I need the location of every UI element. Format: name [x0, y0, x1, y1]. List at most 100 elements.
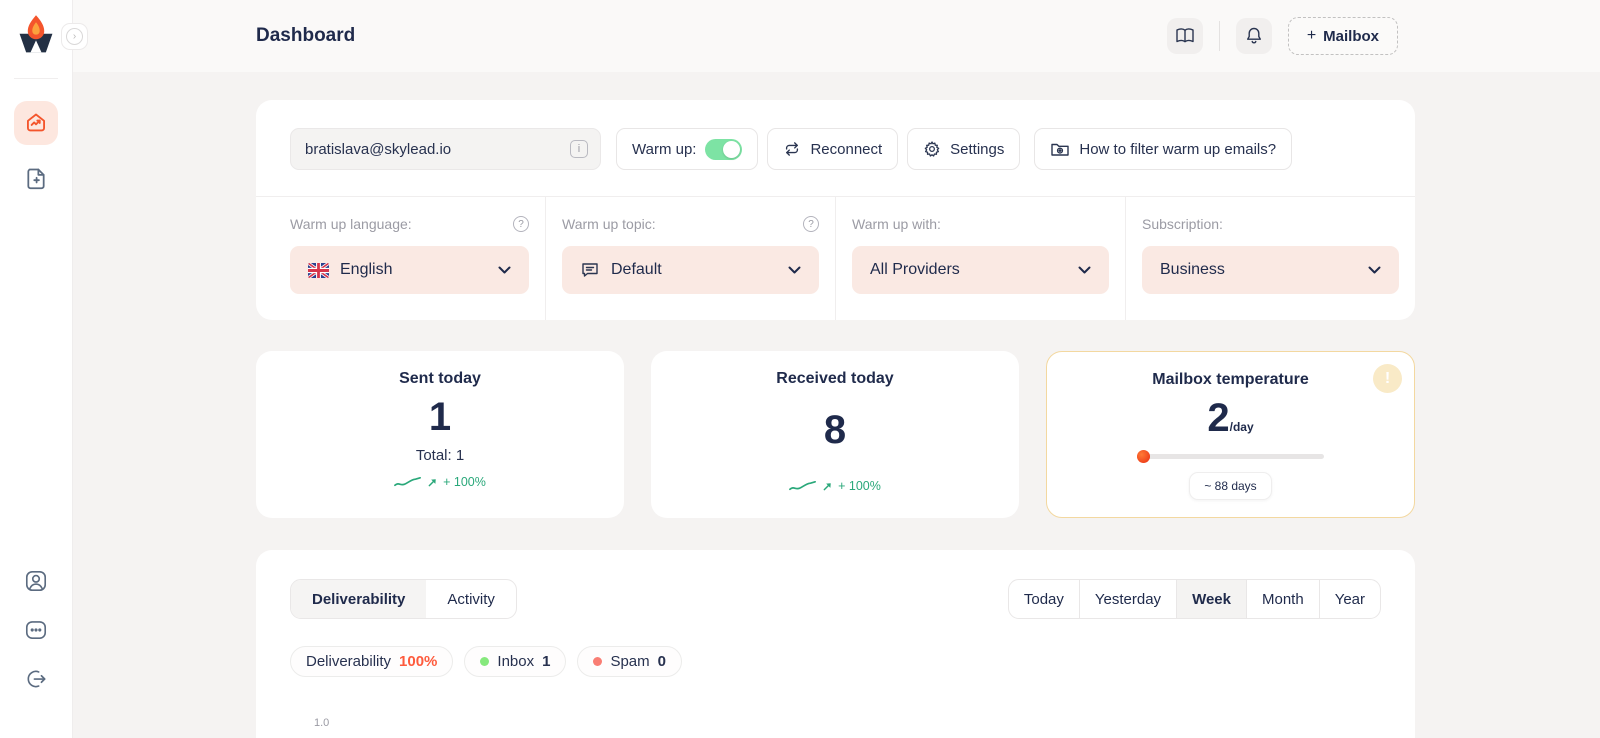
trend-arrow-icon	[428, 478, 437, 487]
sidebar-divider	[14, 78, 58, 79]
analytics-card: Deliverability Activity Today Yesterday …	[256, 550, 1415, 738]
subscription-value: Business	[1160, 261, 1225, 278]
chevron-down-icon	[498, 266, 511, 274]
mailbox-email-field[interactable]: i	[290, 128, 601, 170]
tab-activity[interactable]: Activity	[447, 590, 495, 608]
range-week[interactable]: Week	[1176, 580, 1246, 618]
spam-badge[interactable]: Spam 0	[577, 646, 682, 677]
settings-button[interactable]: Settings	[907, 128, 1021, 170]
trend-arrow-icon	[823, 482, 832, 491]
temperature-slider-thumb[interactable]	[1137, 450, 1150, 463]
range-yesterday[interactable]: Yesterday	[1078, 580, 1176, 618]
spam-badge-label: Spam	[610, 653, 650, 670]
notifications-button[interactable]	[1235, 18, 1272, 54]
received-trend-value: + 100%	[838, 479, 881, 493]
mailbox-temperature-card: ! Mailbox temperature 2 /day ~ 88 days	[1046, 351, 1415, 518]
mailbox-controls-card: i Warm up: Reconnect	[256, 100, 1415, 320]
email-input[interactable]	[305, 140, 562, 158]
warmup-topic-dropdown[interactable]: Default	[562, 246, 819, 294]
topbar-divider	[1218, 21, 1220, 51]
inbox-dot-icon	[480, 657, 490, 666]
book-icon	[1175, 27, 1195, 45]
subscription-section: Subscription: Business	[1125, 197, 1415, 320]
mailbox-temperature-title: Mailbox temperature	[1152, 371, 1309, 388]
warmup-language-dropdown[interactable]: English	[290, 246, 529, 294]
video-folder-icon	[1050, 140, 1070, 158]
filter-help-label: How to filter warm up emails?	[1079, 140, 1277, 158]
help-icon[interactable]: ?	[513, 216, 529, 232]
sidebar-item-logout[interactable]	[19, 662, 53, 696]
range-month[interactable]: Month	[1245, 580, 1319, 618]
temperature-unit: /day	[1229, 420, 1254, 434]
sent-today-title: Sent today	[399, 370, 481, 387]
temperature-value: 2	[1207, 396, 1230, 440]
filter-help-button[interactable]: How to filter warm up emails?	[1034, 128, 1293, 170]
reconnect-button[interactable]: Reconnect	[767, 128, 899, 170]
help-icon[interactable]: ?	[803, 216, 819, 232]
uk-flag-icon	[308, 262, 329, 278]
sidebar-item-profile[interactable]	[19, 564, 53, 598]
sent-today-value: 1	[428, 395, 452, 439]
inbox-badge[interactable]: Inbox 1	[464, 646, 567, 677]
page-title: Dashboard	[256, 25, 356, 46]
sidebar-collapse-button[interactable]: ›	[61, 23, 88, 50]
chart-y-axis-tick: 1.0	[314, 717, 330, 729]
user-icon	[23, 568, 49, 594]
gear-icon	[923, 140, 941, 158]
warmup-topic-value: Default	[611, 261, 662, 278]
file-plus-icon	[23, 166, 49, 192]
spam-badge-value: 0	[657, 653, 666, 670]
main-area: Dashboard +	[73, 0, 1600, 738]
analytics-tabs: Deliverability Activity	[290, 579, 517, 619]
sidebar-item-dashboard[interactable]	[14, 101, 58, 145]
content: i Warm up: Reconnect	[73, 72, 1600, 738]
sidebar-item-add-mailbox[interactable]	[14, 157, 58, 201]
sent-today-card: Sent today 1 Total: 1 +	[256, 351, 624, 518]
spam-dot-icon	[593, 657, 603, 666]
deliverability-badge-value: 100%	[399, 653, 438, 670]
docs-button[interactable]	[1166, 18, 1203, 54]
warmup-provider-dropdown[interactable]: All Providers	[852, 246, 1109, 294]
trend-line-icon	[394, 476, 422, 488]
subscription-label: Subscription:	[1142, 216, 1223, 232]
warmup-language-value: English	[340, 261, 393, 278]
range-year[interactable]: Year	[1318, 580, 1380, 618]
chevron-down-icon	[1078, 266, 1091, 274]
deliverability-badge-label: Deliverability	[306, 653, 392, 670]
trend-line-icon	[789, 480, 817, 492]
received-today-title: Received today	[776, 370, 894, 387]
reconnect-label: Reconnect	[810, 140, 883, 158]
plus-icon: +	[1306, 27, 1317, 44]
received-today-value: 8	[823, 408, 847, 452]
warmup-language-section: Warm up language: ?	[256, 197, 545, 320]
warmup-provider-value: All Providers	[870, 261, 960, 278]
warmup-topic-section: Warm up topic: ? Default	[545, 197, 835, 320]
inbox-badge-value: 1	[542, 653, 551, 670]
sidebar: ›	[0, 0, 88, 738]
tab-deliverability[interactable]: Deliverability	[291, 580, 427, 618]
warmup-toggle[interactable]	[705, 138, 743, 160]
warmup-toggle-group: Warm up:	[616, 128, 759, 170]
inbox-badge-label: Inbox	[497, 653, 535, 670]
deliverability-chart: 1.0	[290, 713, 1381, 731]
alert-icon[interactable]: !	[1373, 364, 1402, 393]
deliverability-badge[interactable]: Deliverability 100%	[290, 646, 454, 677]
settings-label: Settings	[950, 140, 1005, 158]
sync-icon	[783, 140, 801, 158]
warmup-provider-label: Warm up with:	[852, 216, 941, 232]
time-range-selector: Today Yesterday Week Month Year	[1007, 579, 1381, 619]
home-trend-icon	[24, 111, 48, 135]
bell-icon	[1244, 26, 1264, 46]
info-icon[interactable]: i	[570, 140, 588, 158]
add-mailbox-button[interactable]: + Mailbox	[1287, 17, 1398, 55]
subscription-dropdown[interactable]: Business	[1142, 246, 1399, 294]
warmup-provider-section: Warm up with: All Providers	[835, 197, 1125, 320]
chat-dots-icon	[23, 617, 49, 643]
range-today[interactable]: Today	[1023, 590, 1064, 608]
logout-icon	[23, 666, 49, 692]
sidebar-item-chat[interactable]	[19, 613, 53, 647]
sent-today-total: Total: 1	[415, 447, 465, 464]
chevron-right-icon: ›	[66, 28, 83, 45]
warmup-topic-label: Warm up topic:	[562, 216, 656, 232]
temperature-slider[interactable]	[1137, 450, 1324, 463]
